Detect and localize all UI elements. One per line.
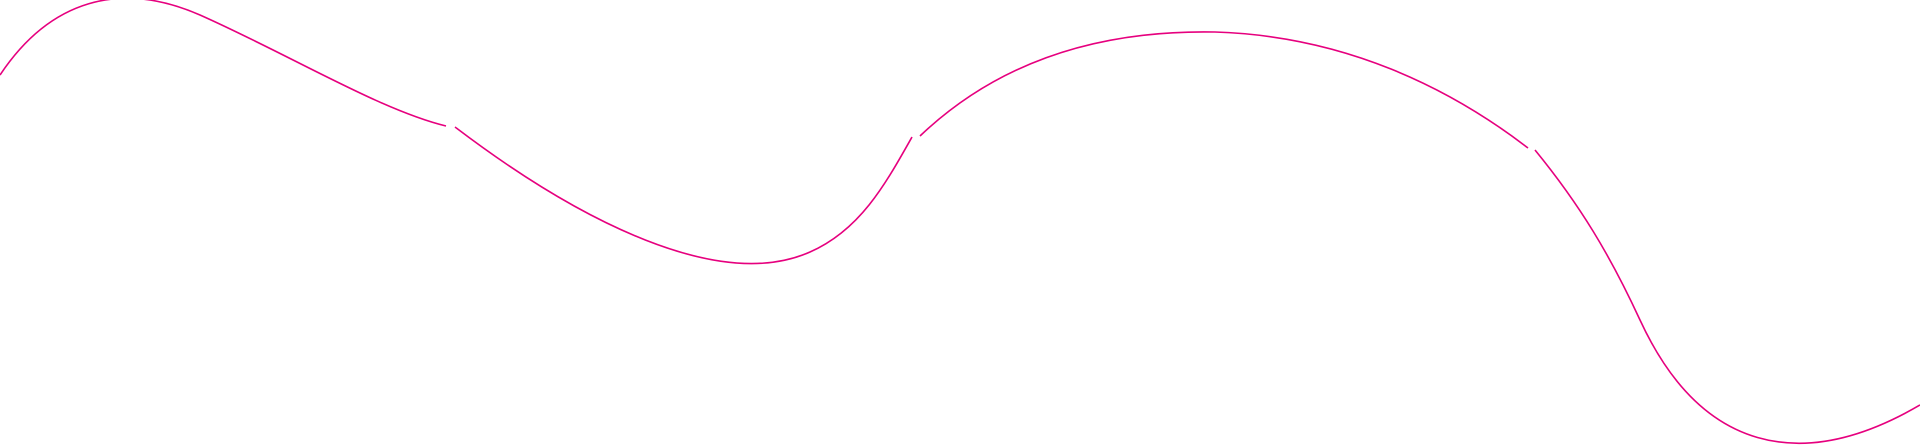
wave-segment-1	[0, 0, 447, 127]
wave-segment-2	[454, 126, 913, 265]
wave-segment-3	[919, 31, 1529, 149]
wave-segment-4	[1534, 149, 1920, 444]
